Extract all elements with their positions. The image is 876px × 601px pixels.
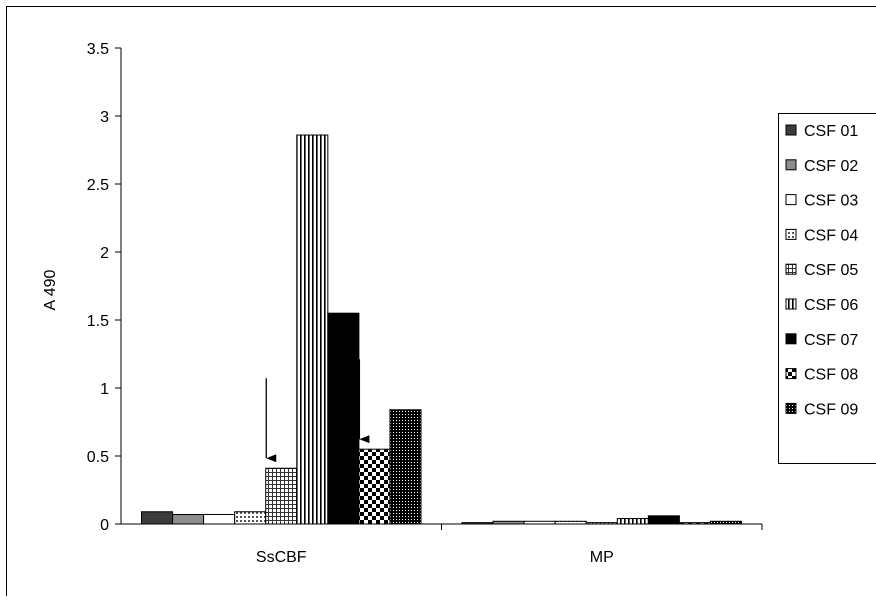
legend-label: CSF 01 bbox=[804, 123, 858, 140]
legend-label: CSF 07 bbox=[804, 332, 858, 349]
chart-border bbox=[7, 7, 876, 597]
y-tick-label: 0.5 bbox=[87, 449, 109, 466]
y-tick-label: 2.5 bbox=[87, 177, 109, 194]
bar bbox=[648, 516, 679, 524]
legend-label: CSF 06 bbox=[804, 297, 858, 314]
y-tick-label: 1 bbox=[100, 381, 109, 398]
legend-label: CSF 02 bbox=[804, 158, 858, 175]
bar bbox=[390, 410, 421, 524]
legend-label: CSF 04 bbox=[804, 227, 858, 244]
legend-swatch bbox=[786, 229, 796, 239]
bar bbox=[617, 519, 648, 524]
x-category-label: SsCBF bbox=[256, 549, 307, 566]
legend-label: CSF 03 bbox=[804, 193, 858, 210]
bar bbox=[586, 523, 617, 524]
bar bbox=[493, 521, 524, 524]
legend-swatch bbox=[786, 195, 796, 205]
y-tick-label: 2 bbox=[100, 245, 109, 262]
bars bbox=[142, 135, 742, 524]
bar bbox=[710, 521, 741, 524]
y-axis-label: A 490 bbox=[42, 269, 59, 310]
bar bbox=[266, 468, 297, 524]
bar bbox=[679, 523, 710, 524]
bar bbox=[142, 512, 173, 524]
y-tick-label: 0 bbox=[100, 517, 109, 534]
legend-label: CSF 05 bbox=[804, 262, 858, 279]
legend-label: CSF 09 bbox=[804, 401, 858, 418]
bar bbox=[555, 521, 586, 524]
legend-swatch bbox=[786, 334, 796, 344]
legend-label: CSF 08 bbox=[804, 367, 858, 384]
x-category-label: MP bbox=[590, 549, 614, 566]
bar bbox=[204, 514, 235, 524]
legend-swatch bbox=[786, 369, 796, 379]
bar bbox=[524, 521, 555, 524]
y-tick-label: 3 bbox=[100, 109, 109, 126]
bar bbox=[173, 514, 204, 524]
axes: 0 0.5 1 1.5 2 2.5 3 3.5 SsCBF MP bbox=[87, 41, 762, 566]
bar bbox=[359, 449, 390, 524]
legend-swatch bbox=[786, 403, 796, 413]
legend-swatch bbox=[786, 299, 796, 309]
bar bbox=[297, 135, 328, 524]
bar bbox=[328, 313, 359, 524]
y-tick-label: 3.5 bbox=[87, 41, 109, 58]
y-tick-label: 1.5 bbox=[87, 313, 109, 330]
legend-swatch bbox=[786, 160, 796, 170]
legend-swatch bbox=[786, 125, 796, 135]
bar bbox=[235, 512, 266, 524]
legend-swatch bbox=[786, 264, 796, 274]
bar bbox=[462, 523, 493, 524]
legend: CSF 01 CSF 02 CSF 03 CSF 04 CSF 05 CSF 06 CSF … bbox=[779, 114, 876, 464]
